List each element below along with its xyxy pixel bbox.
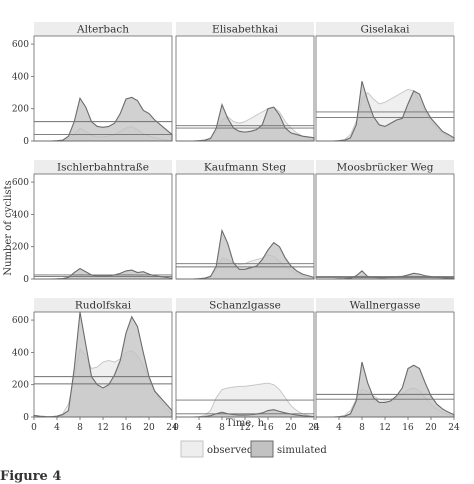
x-tick-label: 0 <box>313 423 319 433</box>
series-simulated-area <box>176 409 315 418</box>
x-tick-label: 4 <box>336 423 342 433</box>
x-tick-label: 4 <box>196 423 202 433</box>
panel-frame <box>175 173 315 280</box>
legend-label-observed: observed <box>207 445 254 456</box>
y-tick-label: 600 <box>12 40 29 50</box>
panel-title-strip <box>176 298 314 312</box>
series-simulated-area <box>33 311 173 418</box>
y-tick-label: 0 <box>23 137 29 147</box>
panel-title-strip <box>316 22 454 36</box>
panel-title: Wallnergasse <box>350 300 421 312</box>
y-tick-label: 200 <box>12 243 29 253</box>
panel-title: Kaufmann Steg <box>204 162 286 174</box>
panel-title: Moosbrücker Weg <box>337 162 434 174</box>
series-simulated-area <box>34 96 173 142</box>
panel-title: Elisabethkai <box>212 24 279 36</box>
y-axis-label: Number of cyclists <box>3 180 14 275</box>
panel-moosbr-cker-weg: Moosbrücker Weg <box>315 160 455 280</box>
y-tick-label: 200 <box>12 105 29 115</box>
panel-ischlerbahntra-e: Ischlerbahntraße 0 200 400 600 <box>12 160 173 285</box>
panel-title-strip <box>176 22 314 36</box>
panel-title: Ischlerbahntraße <box>57 162 149 174</box>
x-tick-label: 20 <box>143 423 155 433</box>
y-tick-label: 600 <box>12 178 29 188</box>
panel-title: Rudolfskai <box>75 300 132 312</box>
y-tick-label: 200 <box>12 381 29 391</box>
panel-frame <box>33 173 173 280</box>
x-tick-label: 8 <box>359 423 365 433</box>
legend-label-simulated: simulated <box>277 445 327 456</box>
panel-title: Giselakai <box>361 24 411 36</box>
y-tick-label: 0 <box>23 275 29 285</box>
x-tick-label: 24 <box>308 423 320 433</box>
panel-title-strip <box>34 160 172 174</box>
legend: observed simulated <box>180 440 327 458</box>
panel-wallnergasse: Wallnergasse 0 4 8 12 16 20 24 <box>313 298 460 433</box>
panel-title-strip <box>34 22 172 36</box>
x-tick-label: 16 <box>402 423 414 433</box>
panel-title-strip <box>316 298 454 312</box>
y-tick-label: 400 <box>12 72 29 82</box>
y-tick-label: 0 <box>23 413 29 423</box>
panel-schanzlgasse: Schanzlgasse 0 4 8 12 16 20 24 <box>173 298 320 433</box>
x-tick-label: 20 <box>425 423 437 433</box>
y-tick-label: 400 <box>12 210 29 220</box>
x-axis-label: Time, h <box>226 418 265 429</box>
panel-kaufmann-steg: Kaufmann Steg <box>175 160 315 280</box>
panel-frame <box>315 173 455 280</box>
panel-rudolfskai: Rudolfskai 0 200 400 600 0 4 8 12 16 20 24 <box>12 298 178 433</box>
x-tick-label: 4 <box>54 423 60 433</box>
x-tick-label: 8 <box>219 423 225 433</box>
panel-title-strip <box>34 298 172 312</box>
legend-swatch-observed <box>180 440 204 458</box>
x-tick-label: 24 <box>166 423 178 433</box>
x-tick-label: 16 <box>262 423 274 433</box>
panel-title: Schanzlgasse <box>209 300 281 312</box>
panel-title-strip <box>176 160 314 174</box>
x-tick-label: 16 <box>120 423 132 433</box>
series-simulated-area <box>176 102 315 142</box>
x-tick-label: 20 <box>285 423 297 433</box>
x-tick-label: 12 <box>97 423 108 433</box>
panel-alterbach: Alterbach 0 200 400 600 <box>12 22 173 147</box>
x-tick-label: 12 <box>239 423 250 433</box>
figure-caption-fragment: Figure 4 <box>0 469 61 484</box>
x-tick-label: 8 <box>77 423 83 433</box>
x-tick-label: 12 <box>379 423 390 433</box>
y-tick-label: 600 <box>12 316 29 326</box>
series-simulated-area <box>316 81 455 142</box>
x-tick-label: 0 <box>173 423 179 433</box>
panel-title-strip <box>316 160 454 174</box>
y-tick-label: 400 <box>12 348 29 358</box>
panel-title: Alterbach <box>76 24 129 36</box>
x-tick-label: 24 <box>448 423 460 433</box>
legend-swatch-simulated <box>250 440 274 458</box>
x-tick-label: 0 <box>31 423 37 433</box>
panel-giselakai: Giselakai <box>315 22 455 142</box>
series-simulated-area <box>316 361 455 418</box>
panel-elisabethkai: Elisabethkai <box>175 22 315 142</box>
